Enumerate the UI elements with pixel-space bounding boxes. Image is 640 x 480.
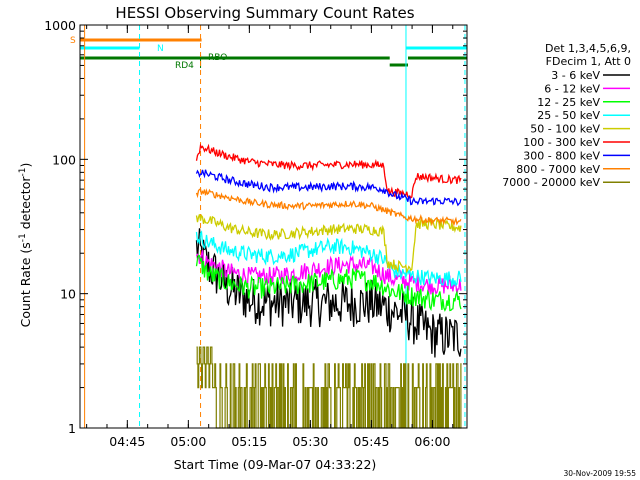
x-tick-label: 05:15 (231, 434, 267, 449)
x-tick-label: 04:45 (109, 434, 145, 449)
series-50-100-kev (195, 213, 462, 274)
x-tick-label: 05:45 (353, 434, 389, 449)
y-axis-label: Count Rate (s-1 detector-1) (18, 163, 33, 328)
series-100-300-kev (195, 143, 462, 199)
flag-annotation: S (70, 36, 76, 46)
legend-entry-label: 800 - 7000 keV (516, 163, 600, 176)
legend-header: FDecim 1, Att 0 (546, 55, 631, 68)
x-axis-label: Start Time (09-Mar-07 04:33:22) (174, 457, 377, 472)
y-tick-label: 1000 (44, 18, 76, 33)
legend-entry-label: 100 - 300 keV (523, 136, 600, 149)
legend-header: Det 1,3,4,5,6,9, (545, 42, 631, 55)
footer-timestamp: 30-Nov-2009 19:55 (564, 469, 637, 478)
x-tick-label: 05:00 (170, 434, 206, 449)
series-300-800-kev (195, 169, 462, 207)
x-tick-label: 06:00 (414, 434, 450, 449)
flag-annotation: RBO (208, 53, 227, 63)
flag-annotation: RD4 (175, 61, 194, 71)
plot-frame (79, 24, 468, 429)
flag-annotation: N (157, 44, 164, 54)
x-tick-label: 05:30 (292, 434, 328, 449)
legend-entry-label: 25 - 50 keV (537, 109, 600, 122)
legend-entry-label: 300 - 800 keV (523, 149, 600, 162)
legend-entry-label: 6 - 12 keV (544, 82, 600, 95)
legend-entry-label: 50 - 100 keV (530, 123, 600, 136)
series-12-25-kev (195, 254, 462, 312)
y-tick-label: 1 (68, 421, 76, 436)
y-tick-label: 10 (60, 287, 76, 302)
legend-entry-label: 12 - 25 keV (537, 96, 600, 109)
chart-title: HESSI Observing Summary Count Rates (115, 4, 414, 22)
legend: Det 1,3,4,5,6,9,FDecim 1, Att 03 - 6 keV… (502, 42, 631, 189)
legend-entry-label: 7000 - 20000 keV (502, 176, 600, 189)
plot-area: S N RD4 RBO 1 10 100 1000 04:45 05:00 05:15 05:30 05… (44, 18, 468, 449)
series-25-50-kev (195, 230, 462, 287)
series-800-7000-kev (195, 188, 462, 227)
series-3-6-kev (195, 228, 462, 358)
legend-entry-label: 3 - 6 keV (551, 69, 600, 82)
y-tick-label: 100 (52, 152, 76, 167)
series-7000-20000-kev (196, 346, 462, 429)
